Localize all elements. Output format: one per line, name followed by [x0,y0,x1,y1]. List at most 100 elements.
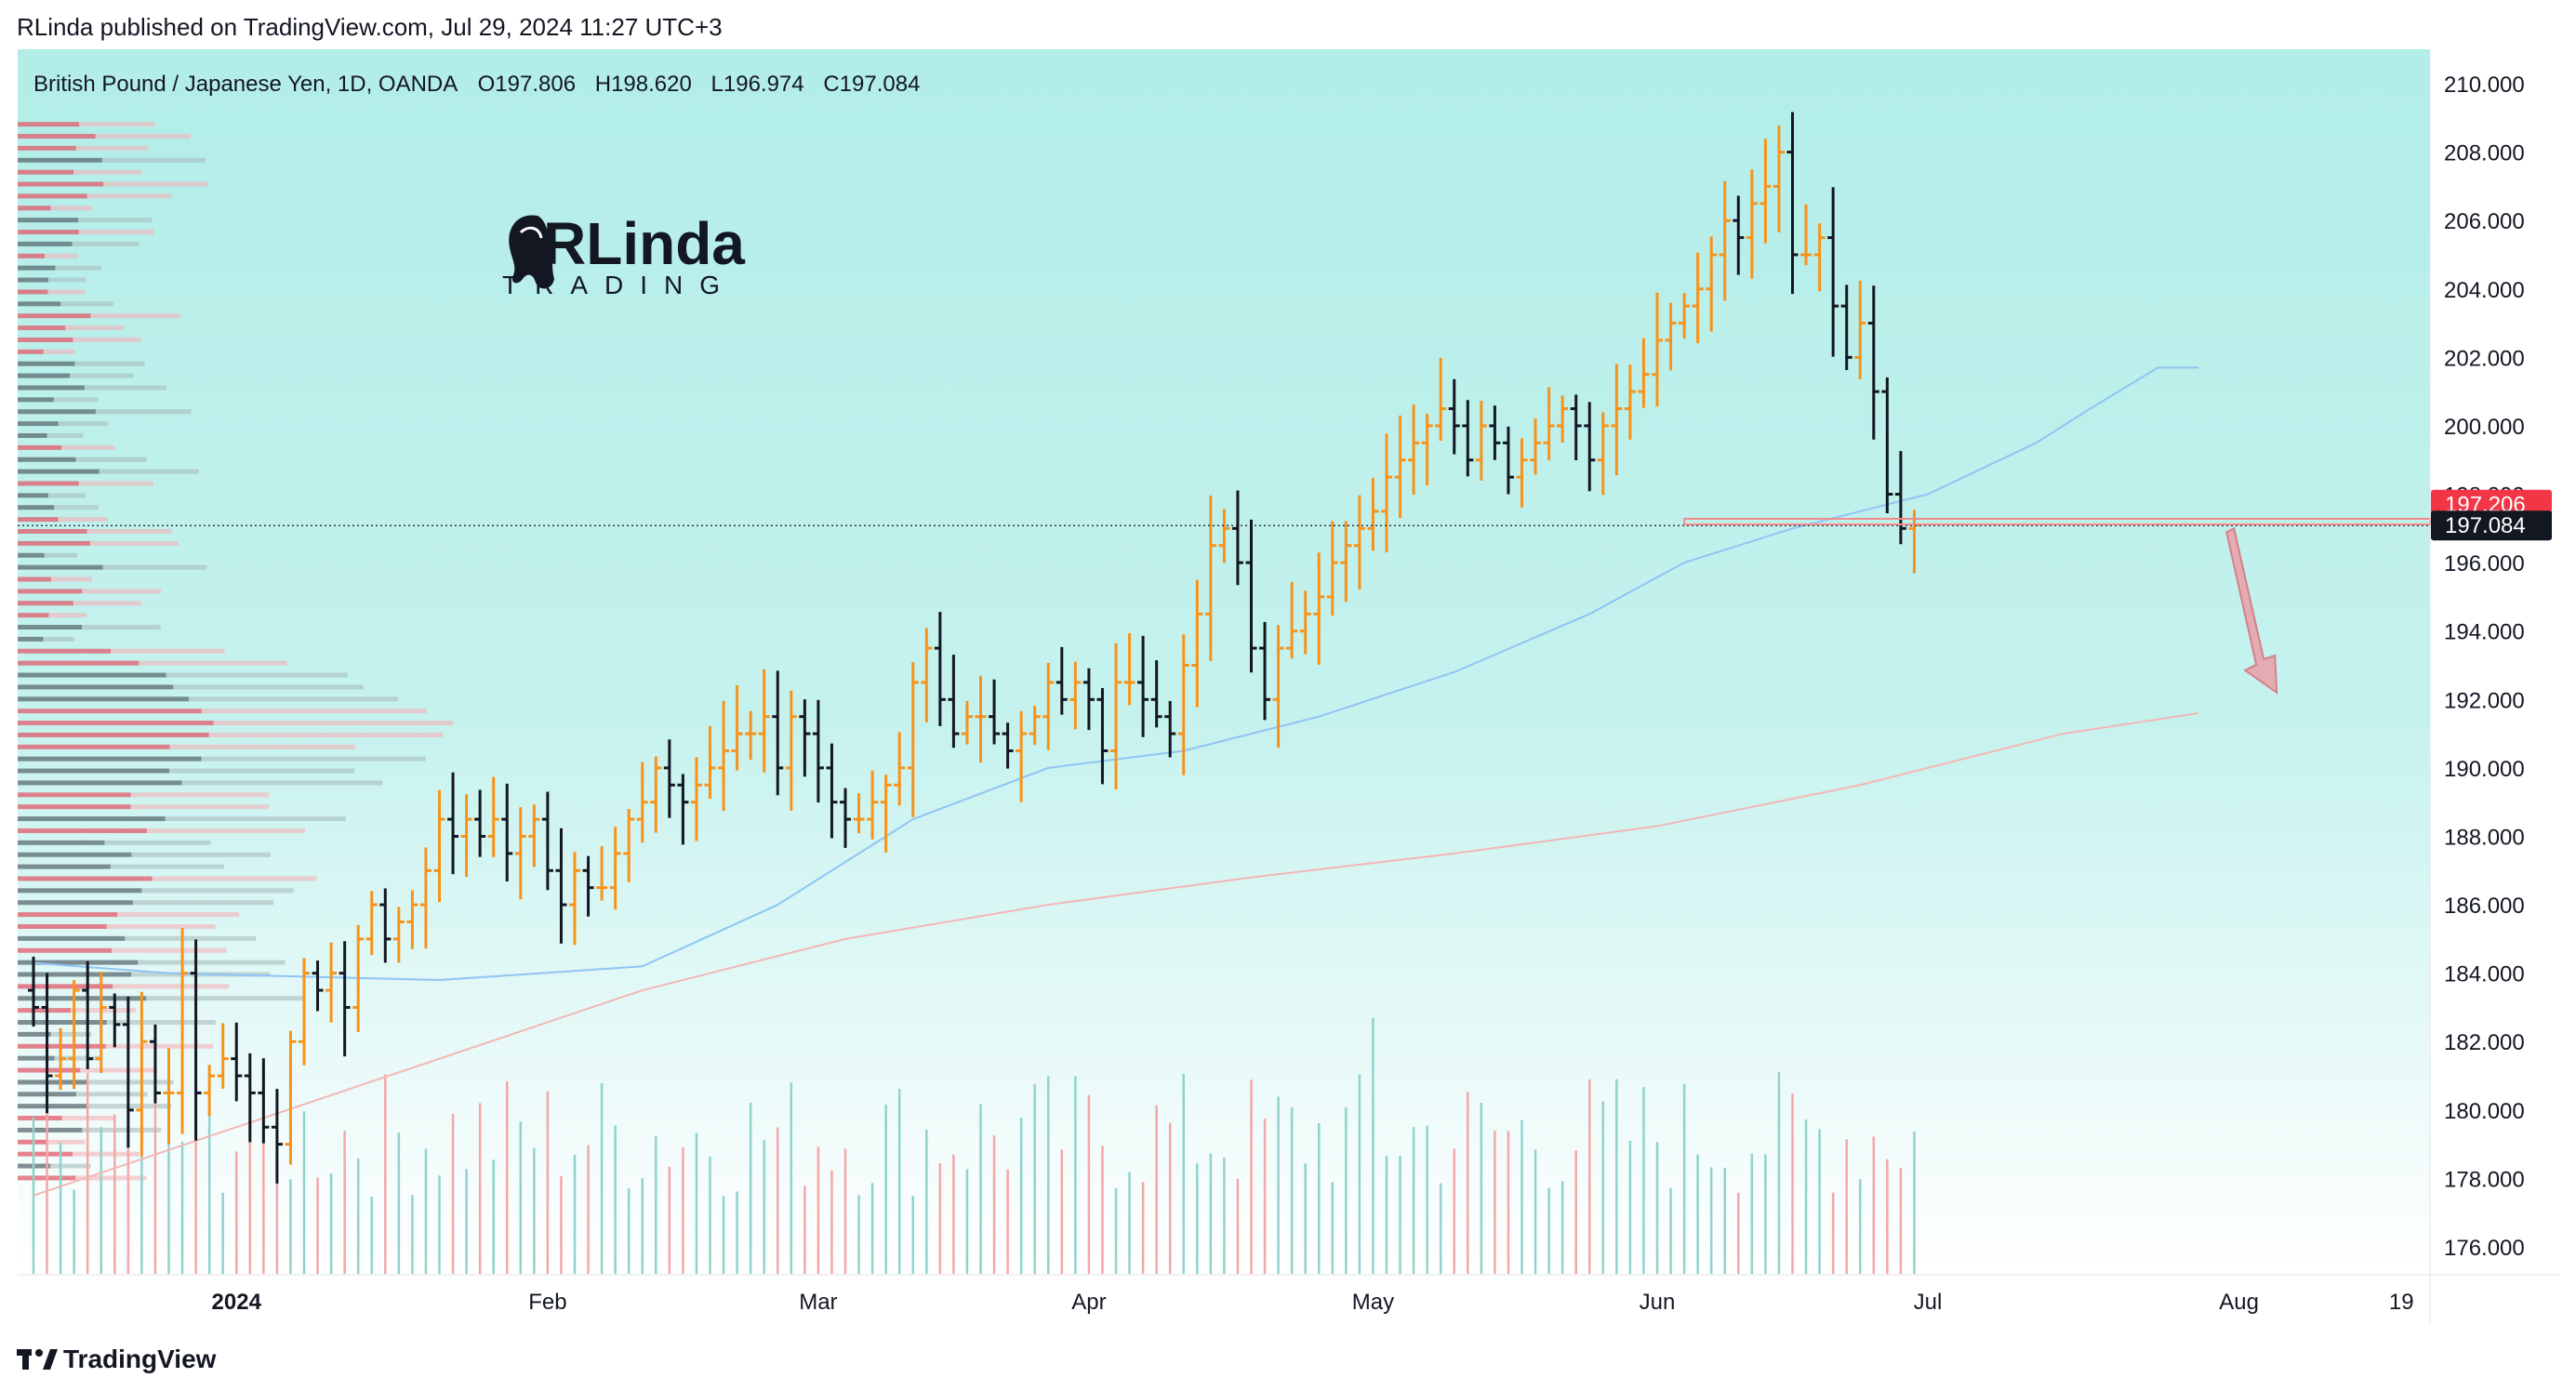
profile-row-ext [112,947,227,953]
profile-row-core [18,265,56,271]
tradingview-brand[interactable]: TradingView [17,1345,216,1374]
profile-row-ext [101,157,206,163]
profile-row-core [18,1055,55,1061]
profile-row-ext [45,253,78,258]
ohlc-bar [1002,722,1014,769]
profile-row-core [18,397,54,403]
profile-row-ext [90,313,180,319]
ohlc-bar [1191,579,1203,708]
ohlc-bar [582,855,594,917]
profile-row-ext [43,636,75,642]
plot-background [18,49,2430,1274]
profile-row-ext [65,325,125,331]
ohlc-bar [1353,495,1365,590]
ohlc-bar [1624,364,1636,440]
ohlc-bar [1813,223,1826,292]
profile-row-core [18,768,170,774]
profile-row-core [18,613,49,618]
profile-row-core [18,984,113,989]
ohlc-bar [28,956,39,1027]
time-tick-label: 2024 [212,1290,262,1315]
profile-row-ext [50,1031,92,1037]
profile-row-ext [50,1163,91,1169]
ohlc-bar [1706,236,1718,332]
ohlc-bar [1069,661,1082,730]
profile-row-ext [46,432,84,438]
profile-row-core [18,432,47,438]
ohlc-bar [1570,394,1582,461]
ohlc-bar [1773,126,1785,233]
projection-arrow-shape [2225,526,2278,695]
profile-row-ext [117,912,240,918]
profile-row-core [18,935,126,941]
ohlc-bar [1827,187,1839,357]
ohlc-bar [1475,400,1487,481]
price-tick-label: 204.000 [2444,278,2525,303]
profile-row-core [18,122,80,127]
price-axis[interactable]: 176.000 178.000 180.000 182.000 184.000 186.0… [2444,73,2525,1261]
moving-averages [33,366,2199,1197]
rlinda-logo: RLinda TRADING [502,210,745,299]
ohlc-bar [1313,552,1325,665]
ohlc-bar [1421,413,1433,486]
time-tick-label: Feb [528,1290,566,1315]
price-tick-label: 202.000 [2444,346,2525,371]
legend-open: 197.806 [495,72,576,97]
profile-row-core [18,780,182,786]
ohlc-bar [1340,521,1352,603]
ohlc-bar [41,973,53,1114]
ohlc-bar [1408,404,1420,496]
profile-row-core [18,828,148,833]
ohlc-bar [1759,139,1772,244]
profile-row-ext [132,900,274,906]
profile-row-ext [166,672,348,678]
legend-high: 198.620 [611,72,692,97]
profile-row-ext [87,1080,174,1085]
profile-row-ext [165,816,346,822]
ohlc-bar [1597,412,1609,496]
profile-row-core [18,672,166,678]
profile-row-ext [208,732,444,737]
profile-row-core [18,409,96,415]
profile-row-ext [152,876,317,881]
profile-row-ext [201,756,426,762]
ohlc-bar [109,993,121,1048]
profile-row-core [18,540,90,546]
legend: British Pound / Japanese Yen, 1D, OANDA … [33,72,920,97]
ohlc-bar [1746,169,1758,279]
profile-row-core [18,1116,62,1121]
ohlc-bar [961,700,973,745]
profile-row-ext [70,373,134,378]
ohlc-bar [82,960,94,1069]
ohlc-bar [812,699,824,802]
profile-row-ext [188,696,398,702]
profile-row-core [18,648,112,654]
time-tick-label: 19 [2389,1290,2414,1315]
time-axis[interactable]: 2024 Feb Mar Apr May Jun Jul Aug 19 [212,1290,2414,1315]
ohlc-bar [907,662,919,817]
profile-row-ext [125,935,257,941]
profile-row-core [18,145,76,151]
profile-row-ext [73,337,141,342]
profile-row-core [18,601,73,606]
ohlc-bar [1611,364,1623,476]
profile-row-core [18,900,133,906]
profile-row-core [18,505,55,510]
profile-row-core [18,277,48,283]
profile-row-ext [78,230,154,235]
ohlc-bar [1854,280,1866,379]
ohlc-bar [1692,252,1704,344]
price-tick-label: 210.000 [2444,73,2525,98]
profile-row-core [18,373,71,378]
profile-row-ext [55,265,101,271]
ohlc-bars [18,112,2430,1184]
ohlc-bar [1272,625,1284,748]
ohlc-bar [1150,660,1162,728]
watermark-title: RLinda [543,210,745,277]
profile-row-ext [61,1116,116,1121]
profile-row-ext [169,768,355,774]
legend-low-label: L [711,72,724,97]
profile-row-ext [74,361,145,366]
price-tick-label: 182.000 [2444,1030,2525,1055]
